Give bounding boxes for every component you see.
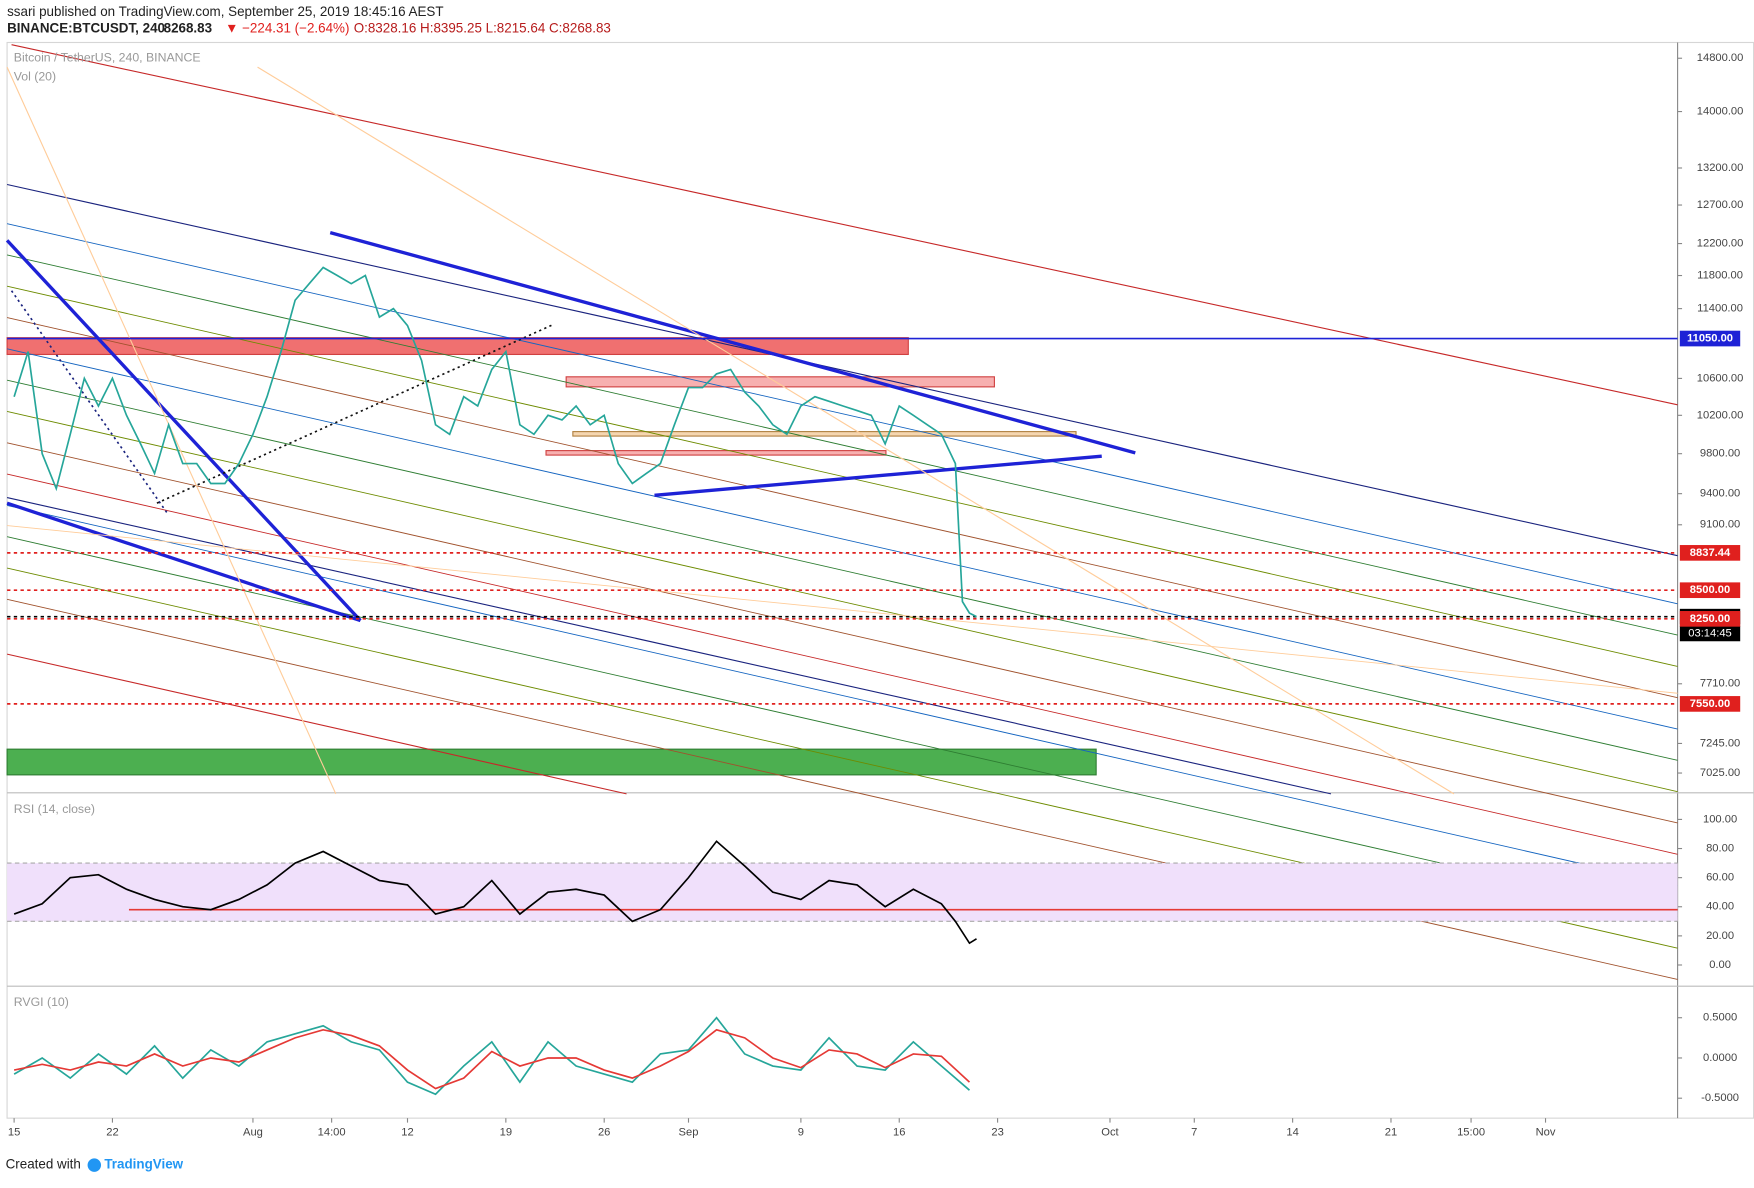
brand-logo — [87, 1158, 102, 1172]
last-price: 8268.83 — [164, 21, 212, 36]
fib-channel-line — [6, 317, 1678, 699]
fib-channel-line — [6, 473, 1678, 855]
x-tick-label: Aug — [243, 1127, 263, 1139]
x-tick-label: 22 — [106, 1127, 118, 1139]
series-line — [13, 840, 977, 945]
x-tick-label: 19 — [500, 1127, 512, 1139]
publisher: ssari published on TradingView.com, Sept… — [7, 4, 443, 19]
fib-channel-line — [6, 411, 1678, 793]
pane-subtitle: Vol (20) — [14, 69, 56, 83]
x-tick-label: 14 — [1286, 1127, 1298, 1139]
fib-channel-line — [6, 254, 1678, 636]
y-tick-label: 7710.00 — [1700, 678, 1740, 690]
y-tick-label: 11800.00 — [1697, 269, 1743, 281]
y-tick-label: 10200.00 — [1697, 409, 1744, 421]
fib-channel-line — [6, 504, 1678, 887]
channel-line — [6, 653, 627, 795]
price-tag-label: 7550.00 — [1690, 698, 1730, 710]
x-tick-label: 9 — [798, 1127, 804, 1139]
dotted-trend — [10, 290, 169, 515]
arc-line — [257, 66, 1455, 795]
y-tick-label: 14800.00 — [1697, 52, 1744, 64]
price-tag-label: 8500.00 — [1690, 584, 1730, 596]
x-tick-label: 23 — [991, 1127, 1003, 1139]
x-tick-label: Nov — [1536, 1127, 1556, 1139]
series-line — [13, 1016, 971, 1096]
pane-title: RSI (14, close) — [14, 802, 95, 816]
y-tick-label: 0.00 — [1709, 959, 1731, 971]
resistance-zone — [6, 337, 909, 356]
y-tick-label: 100.00 — [1703, 813, 1737, 825]
y-tick-label: 11400.00 — [1697, 303, 1743, 315]
price-tag — [1679, 545, 1741, 561]
symbol: BINANCE:BTCUSDT, 240 — [7, 21, 165, 36]
x-tick-label: 7 — [1191, 1127, 1197, 1139]
fib-channel-line — [6, 379, 1678, 761]
rsi-band — [7, 863, 1678, 922]
trendline — [329, 230, 1136, 455]
countdown: 03:14:45 — [1688, 627, 1732, 639]
y-tick-label: 9100.00 — [1700, 519, 1740, 531]
fib-channel-line — [6, 442, 1678, 824]
y-tick-label: 20.00 — [1706, 930, 1734, 942]
y-tick-label: 14000.00 — [1697, 106, 1744, 118]
pane-title: Bitcoin / TetherUS, 240, BINANCE — [14, 50, 201, 64]
price-tag — [1679, 330, 1741, 347]
channel-line — [11, 44, 1678, 406]
y-tick-label: 40.00 — [1706, 901, 1734, 913]
y-tick-label: 7025.00 — [1700, 767, 1740, 779]
x-tick-label: 21 — [1385, 1127, 1397, 1139]
x-tick-label: 26 — [598, 1127, 610, 1139]
channel-line — [6, 183, 1678, 557]
x-tick-label: 15:00 — [1457, 1127, 1485, 1139]
price-tag — [1679, 582, 1741, 599]
support-zone — [6, 748, 1097, 776]
channel-line — [6, 497, 1332, 795]
fib-channel-line — [6, 285, 1678, 667]
y-tick-label: 10600.00 — [1697, 372, 1744, 384]
x-tick-label: 12 — [401, 1127, 413, 1139]
y-tick-label: 12700.00 — [1697, 199, 1744, 211]
trendline — [6, 501, 361, 623]
x-tick-label: 14:00 — [318, 1127, 346, 1139]
fib-channel-line — [6, 536, 1678, 918]
series-line — [13, 1028, 971, 1090]
countdown-tag — [1679, 625, 1741, 642]
footer-created: Created with — [6, 1157, 81, 1172]
zone — [545, 450, 887, 456]
footer-brand[interactable]: TradingView — [104, 1157, 183, 1172]
price-tag — [1679, 611, 1741, 627]
y-tick-label: 80.00 — [1706, 842, 1734, 854]
y-tick-label: 60.00 — [1706, 872, 1734, 884]
y-tick-label: 9800.00 — [1700, 448, 1740, 460]
fib-channel-line — [6, 223, 1678, 605]
y-tick-label: 13200.00 — [1697, 162, 1744, 174]
price-tag-label: 8250.00 — [1690, 613, 1730, 625]
x-tick-label: Sep — [679, 1127, 699, 1139]
x-tick-label: 15 — [8, 1127, 20, 1139]
trendline — [654, 454, 1102, 498]
y-tick-label: -0.5000 — [1701, 1092, 1739, 1104]
change: ▼ −224.31 (−2.64%) — [225, 21, 349, 36]
y-tick-label: 0.0000 — [1703, 1052, 1737, 1064]
y-tick-label: 0.5000 — [1703, 1012, 1737, 1024]
y-tick-label: 7245.00 — [1700, 737, 1740, 749]
y-tick-label: 12200.00 — [1697, 238, 1744, 250]
x-tick-label: 16 — [893, 1127, 905, 1139]
price-tag — [1679, 696, 1741, 712]
trendline — [5, 239, 362, 622]
price-tag-label: 11050.00 — [1687, 332, 1733, 344]
price-tag-label: 8837.44 — [1690, 547, 1731, 559]
zone — [572, 431, 1077, 437]
series-line — [13, 266, 977, 618]
ohlc: O:8328.16 H:8395.25 L:8215.64 C:8268.83 — [354, 21, 611, 36]
zone — [565, 376, 995, 388]
pane-title: RVGI (10) — [14, 995, 69, 1009]
y-tick-label: 9400.00 — [1700, 488, 1740, 500]
x-tick-label: Oct — [1101, 1127, 1119, 1139]
